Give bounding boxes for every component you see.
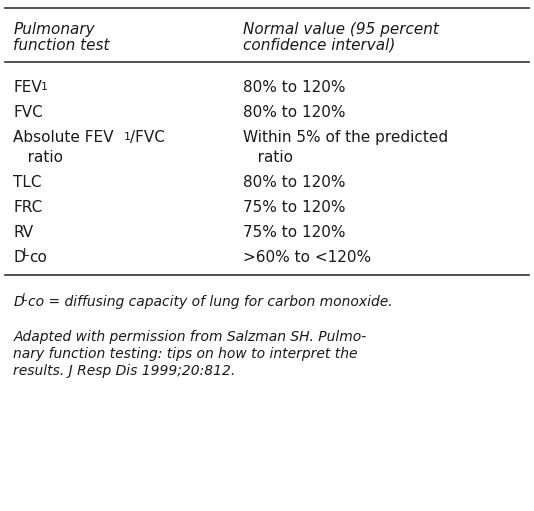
Text: 75% to 120%: 75% to 120% <box>243 225 345 240</box>
Text: Adapted with permission from Salzman SH. Pulmo-: Adapted with permission from Salzman SH.… <box>13 330 367 344</box>
Text: D: D <box>13 295 24 309</box>
Text: L: L <box>22 248 29 258</box>
Text: results. J Resp Dis 1999;20:812.: results. J Resp Dis 1999;20:812. <box>13 364 235 378</box>
Text: 80% to 120%: 80% to 120% <box>243 80 345 95</box>
Text: 1: 1 <box>41 82 48 91</box>
Text: co: co <box>29 250 47 265</box>
Text: Within 5% of the predicted: Within 5% of the predicted <box>243 130 448 145</box>
Text: FRC: FRC <box>13 200 43 215</box>
Text: TLC: TLC <box>13 175 42 190</box>
Text: FEV: FEV <box>13 80 42 95</box>
Text: L: L <box>22 293 27 303</box>
Text: Normal value (95 percent: Normal value (95 percent <box>243 22 439 37</box>
Text: 80% to 120%: 80% to 120% <box>243 105 345 120</box>
Text: /FVC: /FVC <box>130 130 165 145</box>
Text: 80% to 120%: 80% to 120% <box>243 175 345 190</box>
Text: function test: function test <box>13 38 110 53</box>
Text: ratio: ratio <box>13 150 64 165</box>
Text: co = diffusing capacity of lung for carbon monoxide.: co = diffusing capacity of lung for carb… <box>28 295 392 309</box>
Text: 1: 1 <box>123 131 130 142</box>
Text: >60% to <120%: >60% to <120% <box>243 250 371 265</box>
Text: nary function testing: tips on how to interpret the: nary function testing: tips on how to in… <box>13 347 358 361</box>
Text: FVC: FVC <box>13 105 43 120</box>
Text: D: D <box>13 250 25 265</box>
Text: Pulmonary: Pulmonary <box>13 22 95 37</box>
Text: ratio: ratio <box>243 150 293 165</box>
Text: 75% to 120%: 75% to 120% <box>243 200 345 215</box>
Text: Absolute FEV: Absolute FEV <box>13 130 114 145</box>
Text: confidence interval): confidence interval) <box>243 38 395 53</box>
Text: RV: RV <box>13 225 34 240</box>
